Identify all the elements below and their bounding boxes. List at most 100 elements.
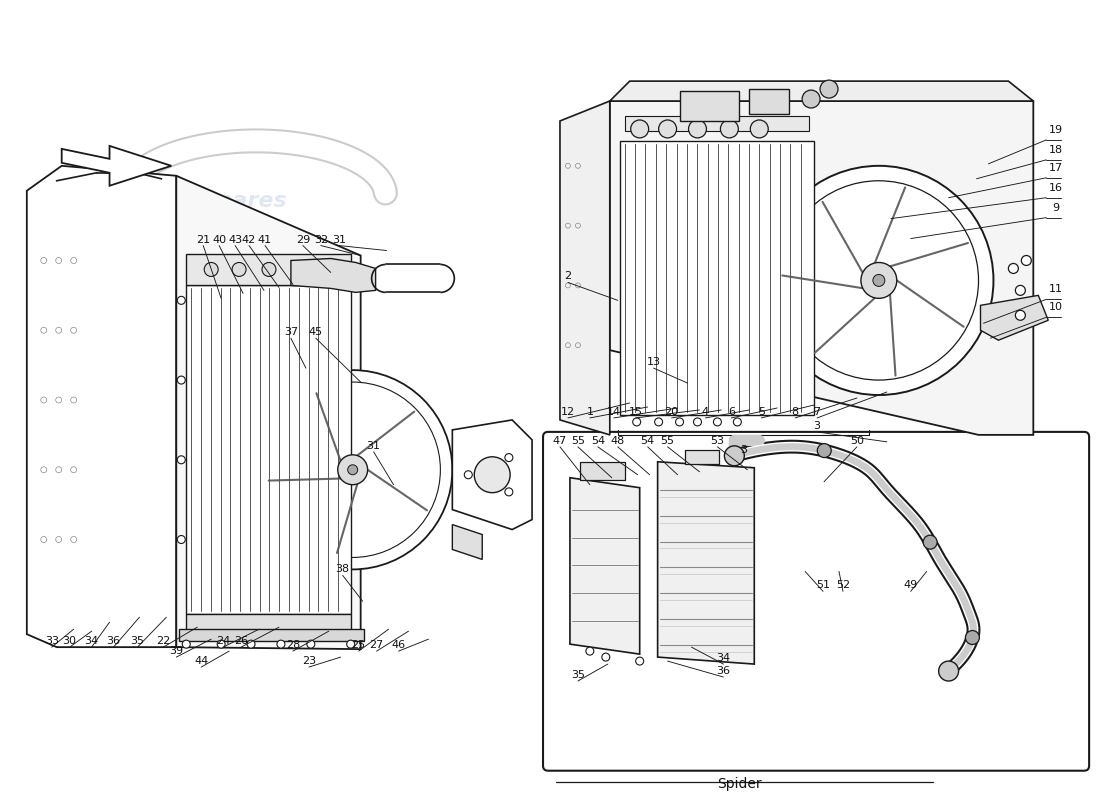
Text: 44: 44: [194, 656, 208, 666]
Text: 21: 21: [196, 234, 210, 245]
Circle shape: [734, 418, 741, 426]
Polygon shape: [452, 420, 532, 530]
Text: 36: 36: [107, 636, 121, 646]
Text: 14: 14: [607, 407, 620, 417]
Text: 50: 50: [850, 436, 864, 446]
Circle shape: [338, 455, 367, 485]
Text: 29: 29: [296, 234, 310, 245]
Text: 46: 46: [392, 640, 406, 650]
Text: 2: 2: [564, 271, 572, 282]
Circle shape: [821, 80, 838, 98]
Text: 34: 34: [85, 636, 99, 646]
Text: 5: 5: [758, 407, 764, 417]
Text: Spider: Spider: [717, 777, 761, 790]
Text: 3: 3: [740, 445, 747, 455]
Circle shape: [177, 535, 185, 543]
Text: 49: 49: [903, 580, 917, 590]
Text: eurospares: eurospares: [698, 235, 839, 255]
Circle shape: [586, 647, 594, 655]
FancyBboxPatch shape: [543, 432, 1089, 770]
Circle shape: [253, 370, 452, 570]
Text: 55: 55: [571, 436, 585, 446]
Text: 52: 52: [836, 580, 850, 590]
Text: 35: 35: [571, 670, 585, 680]
Bar: [186, 254, 351, 286]
Text: 38: 38: [336, 564, 350, 574]
Circle shape: [307, 640, 315, 648]
Text: 17: 17: [1049, 162, 1064, 173]
Bar: [625, 116, 810, 131]
Circle shape: [802, 90, 821, 108]
Circle shape: [636, 657, 644, 665]
Circle shape: [248, 640, 255, 648]
Text: 54: 54: [591, 436, 605, 446]
Polygon shape: [560, 101, 609, 435]
Circle shape: [654, 418, 662, 426]
Polygon shape: [62, 146, 172, 186]
Circle shape: [474, 457, 510, 493]
Text: 53: 53: [711, 436, 725, 446]
Text: 6: 6: [728, 407, 735, 417]
Circle shape: [1009, 263, 1019, 274]
Polygon shape: [176, 176, 361, 649]
Circle shape: [861, 262, 896, 298]
Text: 9: 9: [1053, 202, 1059, 213]
Circle shape: [714, 418, 722, 426]
Bar: [680, 91, 739, 121]
Text: 16: 16: [1049, 182, 1064, 193]
Text: 33: 33: [45, 636, 58, 646]
Text: 47: 47: [553, 436, 568, 446]
Text: 7: 7: [814, 407, 821, 417]
Polygon shape: [609, 81, 1033, 101]
Circle shape: [177, 376, 185, 384]
Circle shape: [294, 262, 308, 277]
Text: 11: 11: [1049, 284, 1064, 294]
Polygon shape: [570, 478, 640, 654]
Polygon shape: [26, 166, 176, 647]
Circle shape: [817, 444, 832, 458]
Circle shape: [346, 640, 354, 648]
Circle shape: [177, 296, 185, 304]
Circle shape: [265, 382, 440, 558]
Text: 25: 25: [352, 640, 365, 650]
Polygon shape: [452, 525, 482, 559]
Bar: [749, 89, 789, 114]
Text: 20: 20: [664, 407, 679, 417]
Polygon shape: [609, 101, 1033, 435]
Text: 32: 32: [314, 234, 328, 245]
Circle shape: [1015, 310, 1025, 320]
Text: 23: 23: [301, 656, 316, 666]
Text: 12: 12: [561, 407, 575, 417]
Circle shape: [232, 262, 246, 277]
Bar: [684, 450, 719, 464]
Text: 18: 18: [1049, 145, 1064, 155]
Circle shape: [505, 454, 513, 462]
Text: 35: 35: [131, 636, 144, 646]
Text: 51: 51: [816, 580, 831, 590]
Circle shape: [505, 488, 513, 496]
Bar: [179, 630, 364, 641]
Circle shape: [659, 120, 676, 138]
Circle shape: [720, 120, 738, 138]
Circle shape: [630, 120, 649, 138]
Text: 37: 37: [284, 327, 298, 338]
Circle shape: [873, 274, 884, 286]
Circle shape: [217, 640, 226, 648]
Circle shape: [779, 181, 979, 380]
Circle shape: [1022, 255, 1032, 266]
Text: 31: 31: [366, 441, 381, 451]
Polygon shape: [980, 295, 1048, 340]
Text: 30: 30: [63, 636, 77, 646]
Text: 55: 55: [661, 436, 674, 446]
Circle shape: [938, 661, 958, 681]
Text: 8: 8: [792, 407, 799, 417]
Text: 15: 15: [629, 407, 642, 417]
Circle shape: [923, 535, 937, 549]
Circle shape: [632, 418, 640, 426]
Circle shape: [262, 262, 276, 277]
Circle shape: [348, 465, 358, 474]
Text: eurospares: eurospares: [146, 190, 286, 210]
Text: 13: 13: [647, 357, 661, 367]
Circle shape: [464, 470, 472, 478]
Text: 45: 45: [309, 327, 323, 338]
